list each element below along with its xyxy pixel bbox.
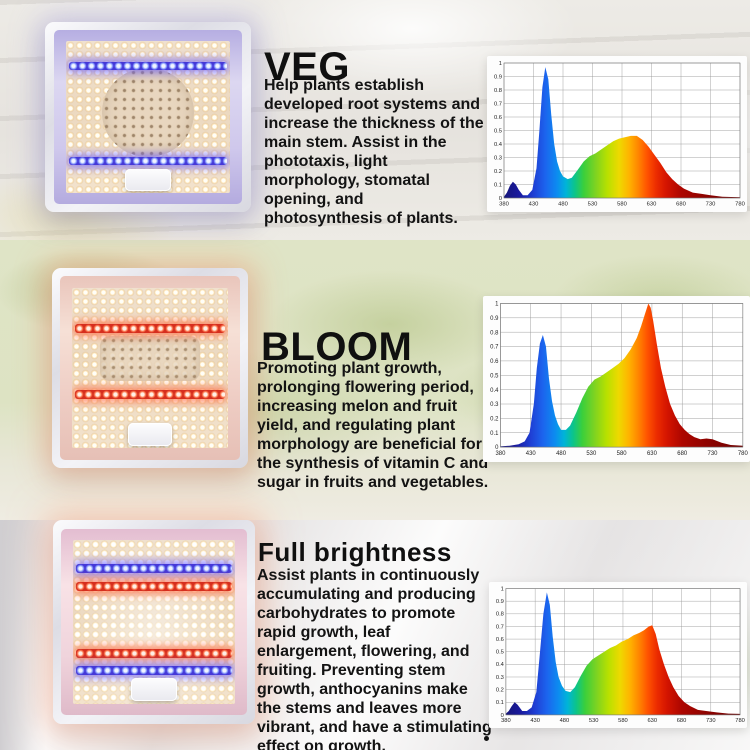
- led-board: [71, 288, 229, 448]
- svg-text:530: 530: [589, 718, 599, 724]
- blue-led-strip: [68, 156, 228, 165]
- svg-text:0: 0: [501, 713, 504, 719]
- svg-text:380: 380: [501, 718, 511, 724]
- spectrum-chart-card-veg: 0 0.1 0.2 0.3 0.4 0.5 0.6 0.7 0.8 0.9 1 380 430 480 53…: [487, 56, 747, 212]
- panel-frame: [45, 22, 251, 212]
- svg-text:430: 430: [526, 451, 537, 457]
- svg-text:480: 480: [560, 718, 570, 724]
- panel-frame: [52, 268, 248, 468]
- svg-text:580: 580: [618, 718, 628, 724]
- blue-led-strip: [76, 666, 232, 676]
- led-driver-box: [124, 169, 172, 191]
- svg-text:0.1: 0.1: [490, 431, 499, 437]
- dim-center-leds: [101, 68, 195, 157]
- panel-frame: [53, 520, 255, 724]
- spectrum-chart-veg: 0 0.1 0.2 0.3 0.4 0.5 0.6 0.7 0.8 0.9 1 380 430 480 53…: [494, 61, 745, 208]
- svg-text:380: 380: [499, 202, 509, 208]
- section-title-veg: VEG: [264, 45, 350, 90]
- svg-text:0.5: 0.5: [490, 373, 499, 379]
- spectrum-chart-card-bloom: 0 0.1 0.2 0.3 0.4 0.5 0.6 0.7 0.8 0.9 1 380 430 480 53…: [483, 296, 750, 462]
- svg-text:780: 780: [735, 718, 745, 724]
- svg-text:0.4: 0.4: [490, 388, 499, 394]
- bullet-dot: [484, 736, 489, 741]
- svg-text:0.7: 0.7: [494, 102, 502, 108]
- svg-text:1: 1: [495, 302, 499, 308]
- svg-text:480: 480: [556, 451, 567, 457]
- svg-text:580: 580: [617, 202, 627, 208]
- svg-text:0.2: 0.2: [494, 169, 502, 175]
- section-title-full-brightness: Full brightness: [258, 536, 452, 567]
- svg-text:0.8: 0.8: [496, 612, 504, 618]
- svg-text:0.2: 0.2: [490, 416, 499, 422]
- svg-text:0.9: 0.9: [496, 599, 504, 605]
- led-panel-bloom-photo: [52, 268, 248, 468]
- blue-led-strip: [68, 61, 228, 70]
- red-led-strip: [74, 324, 226, 333]
- svg-text:0.1: 0.1: [494, 183, 502, 189]
- spectrum-chart-card-full-brightness: 0 0.1 0.2 0.3 0.4 0.5 0.6 0.7 0.8 0.9 1 380 430 480 53…: [489, 582, 747, 728]
- svg-text:0: 0: [499, 196, 502, 202]
- svg-text:580: 580: [617, 451, 628, 457]
- svg-text:730: 730: [708, 451, 719, 457]
- svg-text:1: 1: [499, 61, 502, 67]
- svg-text:680: 680: [677, 718, 687, 724]
- svg-text:630: 630: [647, 202, 657, 208]
- svg-text:530: 530: [588, 202, 598, 208]
- red-led-strip: [76, 648, 232, 658]
- svg-text:630: 630: [647, 451, 658, 457]
- red-led-strip: [76, 582, 232, 591]
- svg-text:0.4: 0.4: [494, 142, 503, 148]
- red-led-strip: [74, 390, 226, 400]
- svg-text:0.8: 0.8: [494, 88, 502, 94]
- dim-center-leds: [99, 336, 201, 381]
- section-description-bloom: Promoting plant growth, prolonging flowe…: [257, 360, 489, 491]
- svg-text:0.6: 0.6: [496, 637, 504, 643]
- section-description-veg: Help plants establish developed root sys…: [264, 77, 484, 227]
- svg-text:730: 730: [706, 718, 716, 724]
- svg-text:0.5: 0.5: [496, 650, 504, 656]
- svg-text:480: 480: [558, 202, 568, 208]
- svg-text:680: 680: [677, 451, 688, 457]
- blue-led-strip: [76, 564, 232, 574]
- led-board: [73, 540, 235, 704]
- svg-text:0.5: 0.5: [494, 129, 502, 135]
- svg-text:430: 430: [529, 202, 539, 208]
- section-description-full-brightness: Assist plants in continuously accumulati…: [257, 567, 492, 750]
- led-driver-box: [128, 423, 172, 446]
- svg-text:680: 680: [676, 202, 686, 208]
- svg-text:0.4: 0.4: [496, 662, 504, 668]
- svg-text:530: 530: [586, 451, 597, 457]
- led-panel-full-brightness-photo: [53, 520, 255, 724]
- svg-text:380: 380: [496, 451, 507, 457]
- svg-text:0.3: 0.3: [490, 402, 499, 408]
- svg-text:0.7: 0.7: [496, 624, 504, 630]
- svg-text:0.3: 0.3: [496, 675, 504, 681]
- svg-text:0.8: 0.8: [490, 330, 499, 336]
- spectrum-chart-bloom: 0 0.1 0.2 0.3 0.4 0.5 0.6 0.7 0.8 0.9 1 380 430 480 53…: [490, 302, 749, 458]
- led-driver-box: [131, 678, 177, 702]
- svg-text:780: 780: [738, 451, 749, 457]
- svg-text:0.6: 0.6: [490, 359, 499, 365]
- svg-text:0.2: 0.2: [496, 688, 504, 694]
- svg-text:0.1: 0.1: [496, 700, 504, 706]
- svg-text:0: 0: [495, 445, 499, 451]
- svg-text:630: 630: [647, 718, 657, 724]
- section-title-bloom: BLOOM: [261, 325, 413, 370]
- led-board: [65, 41, 231, 193]
- svg-text:0.3: 0.3: [494, 156, 502, 162]
- svg-text:430: 430: [530, 718, 540, 724]
- svg-text:780: 780: [735, 202, 745, 208]
- svg-text:0.9: 0.9: [490, 316, 499, 322]
- svg-text:1: 1: [501, 587, 504, 593]
- svg-text:0.9: 0.9: [494, 75, 502, 81]
- svg-text:730: 730: [706, 202, 716, 208]
- svg-text:0.6: 0.6: [494, 115, 502, 121]
- spectrum-chart-full-brightness: 0 0.1 0.2 0.3 0.4 0.5 0.6 0.7 0.8 0.9 1 380 430 480 53…: [496, 587, 745, 724]
- led-panel-veg-photo: [45, 22, 251, 212]
- svg-text:0.7: 0.7: [490, 345, 499, 351]
- background-edge-shadow: [0, 520, 46, 750]
